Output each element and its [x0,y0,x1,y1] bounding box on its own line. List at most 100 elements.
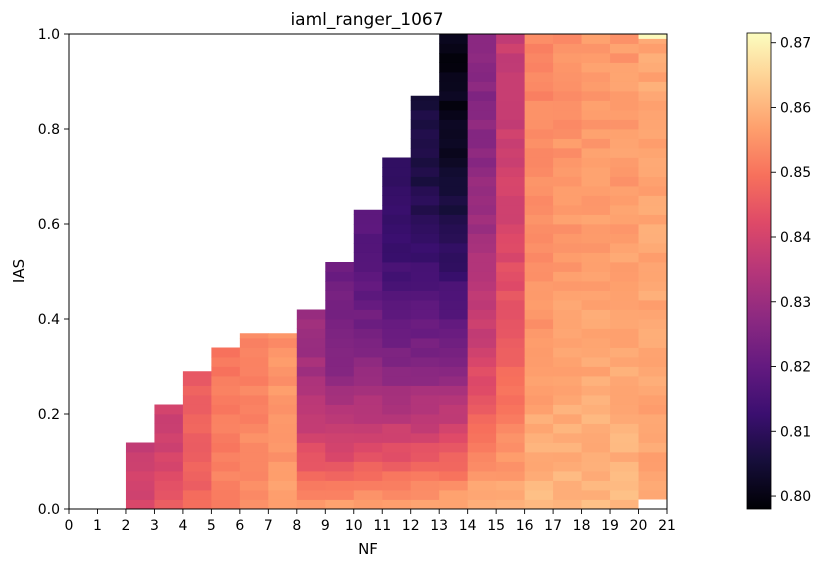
heatmap-cell [296,404,326,415]
heatmap-cell [410,290,440,301]
heatmap-cell [581,452,611,462]
x-axis: 0 1 2 3 4 5 6 7 8 9 10 11 12 13 14 15 16 17 18 19 20 21 [65,509,676,534]
heatmap-cell [610,271,639,282]
colorbar [746,32,772,510]
heatmap-cell [524,461,554,472]
colorbar-tick-label: 0.80 [780,489,811,505]
colorbar-tick-label: 0.81 [780,424,811,440]
heatmap-cell [353,328,383,339]
heatmap-cell [524,262,554,272]
heatmap-cell [553,442,582,453]
heatmap-cell [553,43,582,54]
heatmap-cell [610,129,639,139]
heatmap-cell [524,62,554,73]
heatmap-cell [325,404,355,415]
heatmap-cell [610,423,639,434]
heatmap-cell [610,376,639,386]
heatmap-cell [182,490,212,500]
heatmap-cell [496,81,526,92]
heatmap-cell [467,328,497,339]
heatmap-cell [524,423,554,434]
special-cells [638,34,667,509]
heatmap-cell [439,433,469,443]
heatmap-cell [467,43,497,54]
heatmap-cell [439,442,469,453]
heatmap-cell [610,366,639,377]
heatmap-cell [467,376,497,386]
heatmap-cell [496,499,526,510]
heatmap-cell [268,366,298,377]
heatmap-cell [467,233,497,244]
heatmap-cell [439,224,469,234]
heatmap-cell [382,243,412,253]
heatmap-cell [439,129,469,139]
heatmap-cell [467,157,497,168]
heatmap-cell [496,376,526,386]
heatmap-cell [553,129,582,139]
heatmap-cell [439,91,469,101]
heatmap-cell [154,433,184,443]
heatmap-cell [296,328,326,339]
heatmap-cell [382,452,412,462]
heatmap-cell [382,167,412,177]
heatmap-cell [439,252,469,263]
heatmap-cell [211,499,241,510]
heatmap-cell [410,452,440,462]
heatmap-cell [268,338,298,348]
heatmap-cell [268,452,298,462]
heatmap-cell [553,423,582,434]
x-tick-label: 9 [321,518,330,534]
heatmap-cell [467,167,497,177]
heatmap-cell [553,262,582,272]
heatmap-cell [496,167,526,177]
heatmap-cell [182,480,212,491]
heatmap-cell [467,442,497,453]
heatmap-cell [581,433,611,443]
heatmap-cell [496,433,526,443]
heatmap-cell [325,423,355,434]
heatmap-cell [325,395,355,405]
heatmap-cell [581,281,611,291]
heatmap-cell [496,271,526,282]
heatmap-cell [581,176,611,187]
heatmap-cell [410,205,440,215]
heatmap-cell [325,328,355,339]
heatmap-cell [553,224,582,234]
heatmap-cell [467,195,497,206]
heatmap-cell [439,100,469,111]
y-tick-label: 0.6 [38,217,60,233]
heatmap-cell [638,233,668,244]
heatmap-cell [467,395,497,405]
heatmap-cell [581,490,611,500]
heatmap-cell [581,357,611,367]
heatmap-cell [496,195,526,206]
heatmap-cell [553,490,582,500]
heatmap-cell [382,281,412,291]
heatmap-cell [211,471,241,481]
x-tick-label: 19 [601,518,619,534]
heatmap-cell [296,385,326,396]
heatmap-cell [268,395,298,405]
heatmap-cell [610,81,639,92]
heatmap-cell [467,224,497,234]
heatmap-cell [638,414,668,424]
heatmap-cell [553,110,582,120]
heatmap-cell [467,262,497,272]
heatmap-cell [638,290,668,301]
heatmap-cell [496,176,526,187]
heatmap-cell [439,347,469,358]
heatmap-cell [439,395,469,405]
heatmap-cell [382,490,412,500]
heatmap-cell [638,53,668,63]
heatmap-cell [467,176,497,187]
heatmap-cell [581,81,611,92]
heatmap-cell [638,395,668,405]
heatmap-cell [610,224,639,234]
heatmap-cell [239,414,269,424]
heatmap-cell [553,271,582,282]
heatmap-cell [496,404,526,415]
heatmap-cell [268,357,298,367]
heatmap-cell [524,224,554,234]
heatmap-cell [410,214,440,225]
heatmap-cell [467,148,497,158]
